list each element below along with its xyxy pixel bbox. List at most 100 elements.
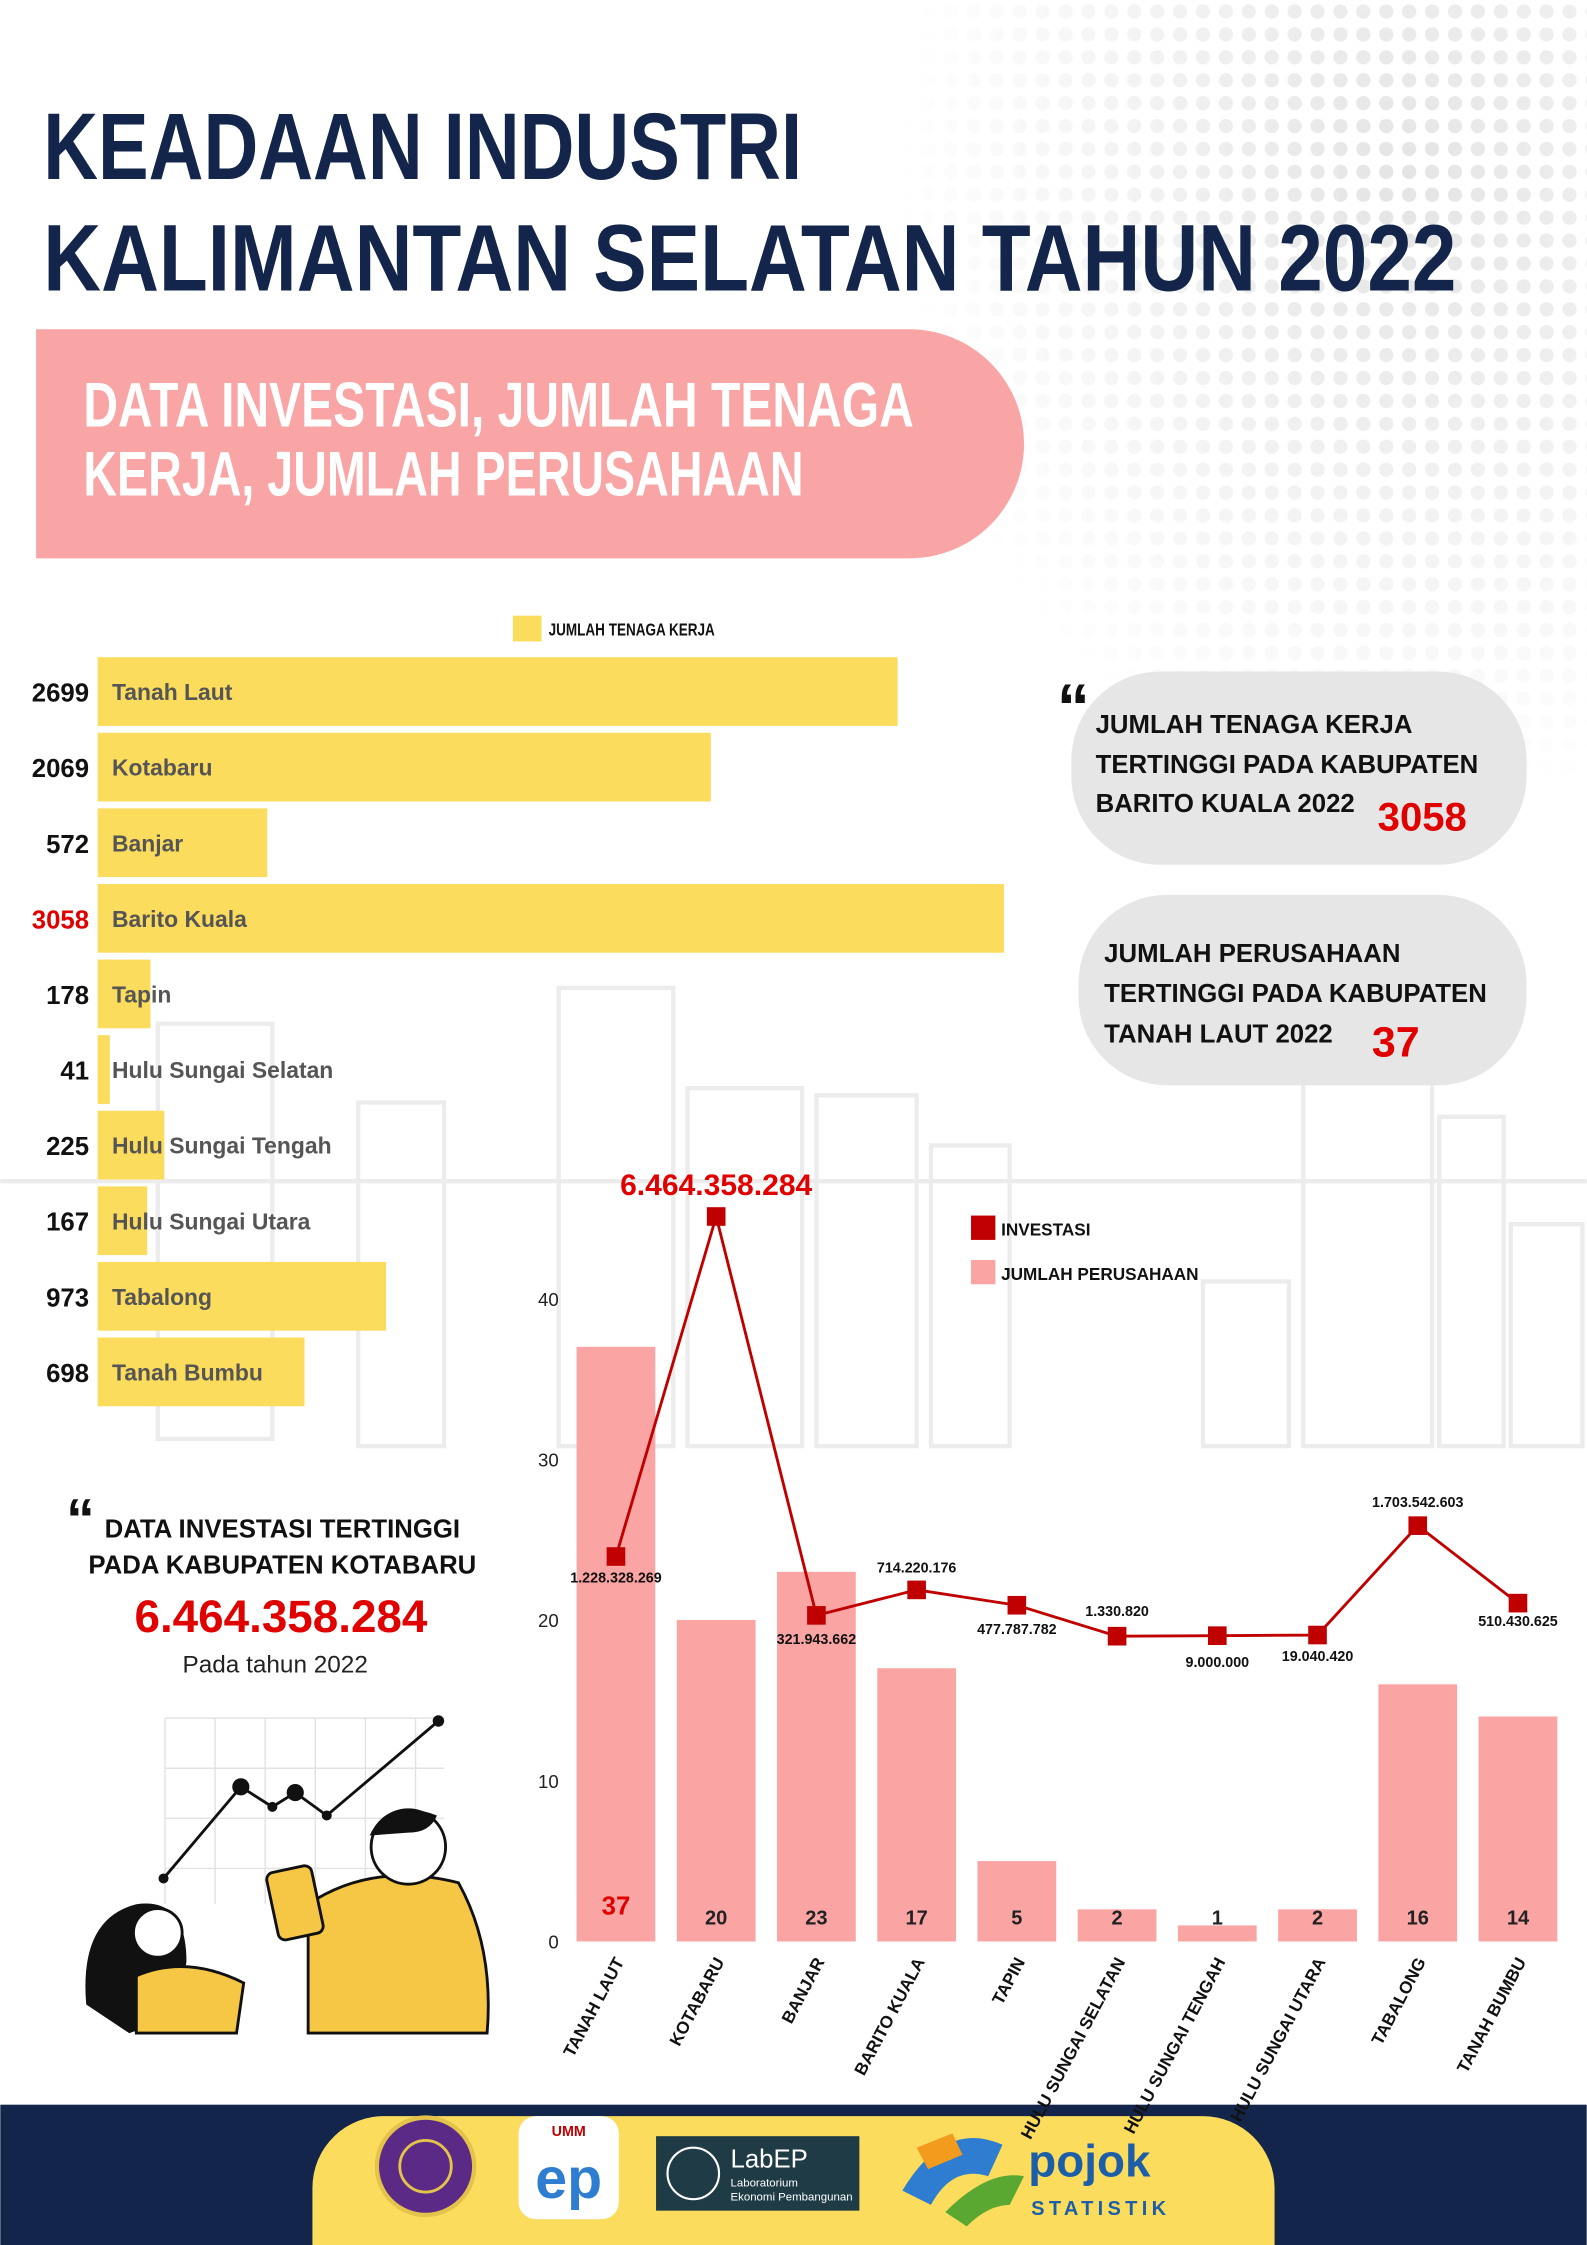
bar [97,1186,148,1256]
logo-text: LabEP [731,2146,808,2174]
bar-value-label: 37 [602,1892,631,1920]
bar-value-label: 2 [1112,1907,1123,1929]
callout-line: TERTINGGI PADA KABUPATEN [1104,980,1487,1008]
note-value: 6.464.358.284 [134,1591,427,1642]
line-value-label: 6.464.358.284 [620,1169,812,1202]
x-tick-label: TANAH BUMBU [1453,1954,1531,2076]
logo-text: STATISTIK [1031,2198,1170,2220]
bar [576,1346,656,1942]
x-tick-label: BARITO KUALA [850,1954,929,2079]
logo-text: Laboratorium [731,2177,798,2189]
legend-swatch [512,615,542,642]
category-label: Tanah Laut [112,679,233,705]
callout-line: BARITO KUALA 2022 [1096,790,1355,818]
bar [97,1035,110,1104]
legend-swatch [971,1259,996,1285]
bar [1077,1909,1157,1942]
line-marker [606,1547,626,1566]
bar [1278,1909,1357,1942]
callout-line: TERTINGGI PADA KABUPATEN [1096,751,1479,779]
logo-umm-seal-ring [398,2139,453,2194]
category-label: Tapin [112,982,171,1008]
callout-box [1071,671,1527,865]
category-label: Hulu Sungai Utara [112,1208,311,1234]
line-value-label: 321.943.662 [777,1632,857,1648]
title-line: KALIMANTAN SELATAN TAHUN 2022 [43,206,1456,312]
illustration [85,1715,490,2035]
title-line: KEADAAN INDUSTRI [43,94,802,200]
logo-text: Ekonomi Pembangunan [731,2192,853,2204]
bar [97,1261,387,1331]
line-marker [706,1207,726,1226]
legend-label: JUMLAH PERUSAHAAN [1001,1264,1198,1284]
line-value-label: 1.228.328.269 [570,1570,661,1586]
callout-line: JUMLAH TENAGA KERJA [1096,711,1413,739]
quote-mark: “ [1057,670,1090,744]
logo-text: ep [535,2147,602,2211]
line-value-label: 1.330.820 [1085,1604,1149,1620]
category-label: Barito Kuala [112,906,247,932]
value-label: 178 [46,982,89,1010]
callout-line: TANAH LAUT 2022 [1104,1020,1333,1048]
category-label: Kotabaru [112,755,212,781]
bar [97,959,151,1029]
logo-umm-seal [374,2115,477,2218]
line-value-label: 1.703.542.603 [1372,1495,1463,1511]
line-marker [1207,1626,1227,1645]
legend-swatch [971,1215,996,1240]
category-label: Tabalong [112,1284,212,1310]
bar [777,1571,856,1942]
y-tick-label: 10 [538,1771,559,1792]
callout-value: 3058 [1378,795,1467,839]
note-line: DATA INVESTASI TERTINGGI [105,1516,460,1544]
category-label: Hulu Sungai Selatan [112,1057,333,1083]
x-tick-label: TAPIN [988,1954,1029,2008]
value-label: 973 [46,1284,89,1312]
bar-value-label: 14 [1507,1907,1530,1929]
y-tick-label: 0 [548,1932,558,1953]
logo-text: UMM [552,2124,586,2140]
bar-value-label: 2 [1312,1907,1323,1929]
line-marker [1007,1595,1027,1615]
bar [877,1668,957,1942]
bar [97,808,268,878]
value-label: 2069 [32,755,89,783]
bar-value-label: 1 [1212,1907,1223,1929]
bar [977,1861,1057,1942]
subtitle-banner [36,329,1025,559]
category-label: Tanah Bumbu [112,1360,263,1386]
note-line: PADA KABUPATEN KOTABARU [88,1552,476,1580]
value-label: 698 [46,1360,89,1388]
x-tick-label: KOTABARU [665,1954,728,2049]
line-marker [907,1580,926,1600]
line-marker [1107,1626,1127,1646]
callout-line: JUMLAH PERUSAHAAN [1104,940,1400,968]
category-label: Hulu Sungai Tengah [112,1133,332,1159]
line-value-label: 9.000.000 [1185,1655,1249,1671]
line-marker [1508,1593,1528,1613]
line-marker [1408,1516,1428,1535]
line-marker [807,1606,826,1625]
callout-value: 37 [1372,1019,1420,1067]
note-text: Pada tahun 2022 [183,1651,368,1678]
logo-bps [902,2137,1003,2205]
bar [97,883,1004,953]
y-tick-label: 20 [538,1610,559,1631]
x-tick-label: HULU SUNGAI UTARA [1226,1954,1329,2125]
line [614,1211,1519,1638]
x-tick-label: BANJAR [777,1953,829,2026]
line-marker [1308,1625,1327,1645]
bar [97,732,711,802]
logo-labep-seal [666,2146,721,2201]
line-value-label: 19.040.420 [1282,1649,1354,1665]
value-label: 2699 [32,680,89,708]
quote-mark: “ [66,1488,95,1552]
value-label: 225 [46,1133,89,1161]
value-label: 3058 [32,906,89,934]
line-value-label: 714.220.176 [877,1561,957,1577]
legend-label: INVESTASI [1001,1220,1090,1240]
bar [676,1620,756,1942]
value-label: 167 [46,1209,89,1237]
